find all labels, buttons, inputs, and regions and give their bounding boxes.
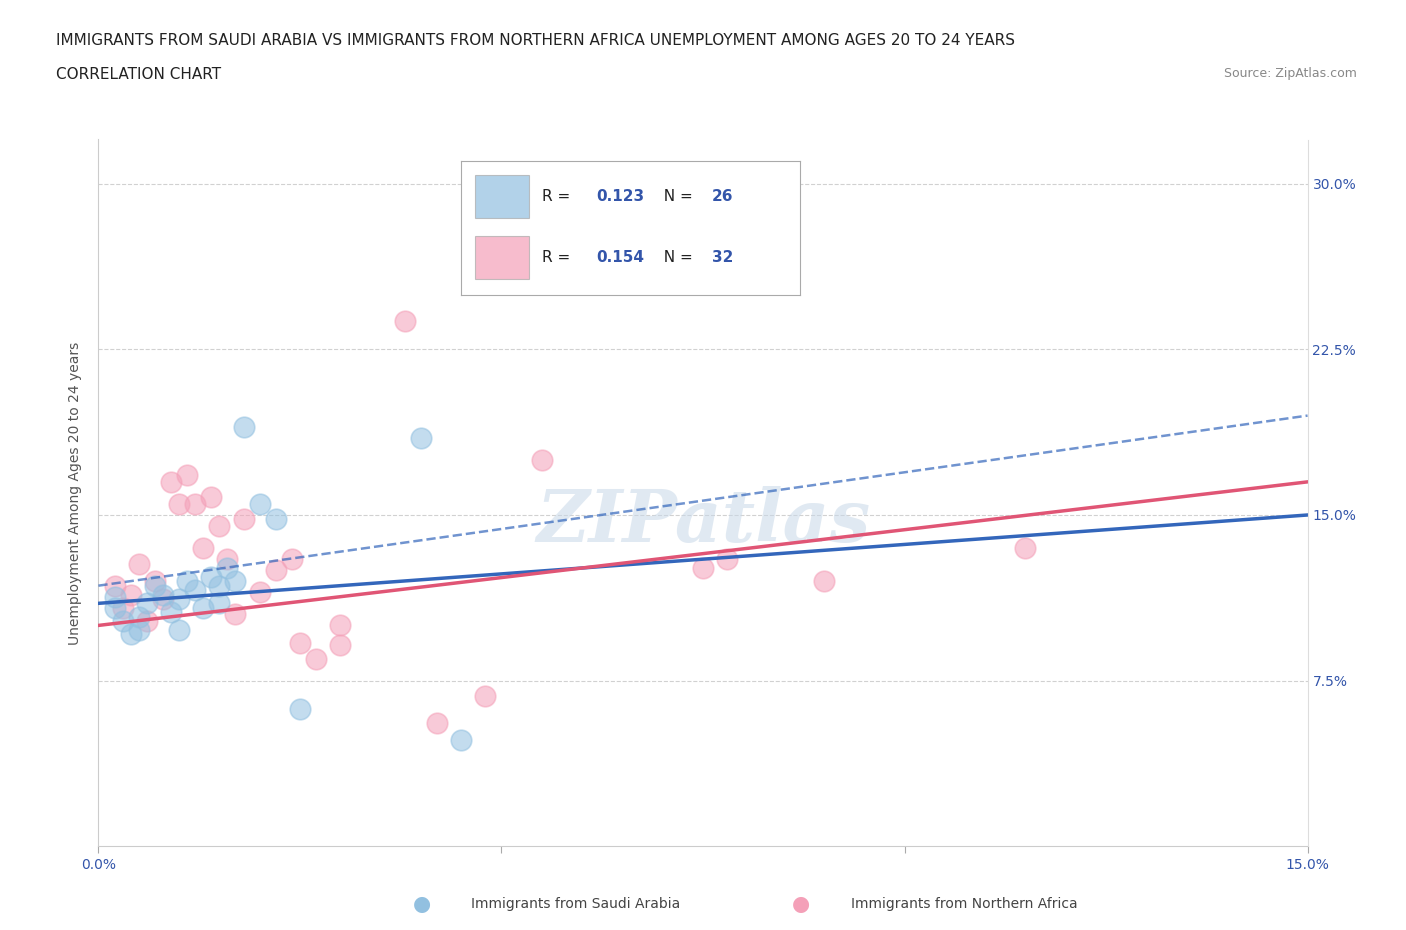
Point: [716, 551, 738, 566]
Point: [232, 512, 254, 527]
Point: [143, 574, 166, 589]
Point: [329, 638, 352, 653]
Text: CORRELATION CHART: CORRELATION CHART: [56, 67, 221, 82]
Point: [184, 582, 207, 598]
Point: [176, 574, 198, 589]
Point: [530, 452, 553, 467]
Point: [176, 468, 198, 483]
Point: [200, 490, 222, 505]
Point: [160, 474, 183, 489]
Point: [208, 578, 231, 593]
Point: [217, 551, 239, 566]
Point: [813, 574, 835, 589]
Point: [409, 431, 432, 445]
Point: [224, 574, 246, 589]
Point: [200, 569, 222, 584]
Point: [160, 604, 183, 619]
Point: [249, 497, 271, 512]
Point: [128, 556, 150, 571]
Point: [208, 596, 231, 611]
Point: [167, 497, 190, 512]
Point: [288, 702, 311, 717]
Point: [103, 601, 125, 616]
Point: [232, 419, 254, 434]
Point: [394, 313, 416, 328]
Point: [208, 519, 231, 534]
Point: [217, 561, 239, 576]
Point: [329, 618, 352, 633]
Point: [152, 587, 174, 602]
Point: [288, 636, 311, 651]
Point: [264, 563, 287, 578]
Point: [135, 614, 157, 629]
Point: [305, 651, 328, 666]
Point: [1014, 540, 1036, 555]
Point: [193, 601, 215, 616]
Point: [167, 622, 190, 637]
Point: [167, 591, 190, 606]
Point: [128, 622, 150, 637]
Text: Source: ZipAtlas.com: Source: ZipAtlas.com: [1223, 67, 1357, 80]
Point: [281, 551, 304, 566]
Point: [120, 627, 142, 642]
Text: ZIPatlas: ZIPatlas: [536, 485, 870, 557]
Point: [103, 590, 125, 604]
Point: [103, 578, 125, 593]
Point: [111, 614, 134, 629]
Point: [135, 596, 157, 611]
Y-axis label: Unemployment Among Ages 20 to 24 years: Unemployment Among Ages 20 to 24 years: [69, 341, 83, 644]
Point: [692, 561, 714, 576]
Point: [264, 512, 287, 527]
Point: [128, 609, 150, 624]
Point: [193, 540, 215, 555]
Point: [152, 591, 174, 606]
Point: [224, 607, 246, 622]
Text: Immigrants from Northern Africa: Immigrants from Northern Africa: [851, 897, 1077, 911]
Text: IMMIGRANTS FROM SAUDI ARABIA VS IMMIGRANTS FROM NORTHERN AFRICA UNEMPLOYMENT AMO: IMMIGRANTS FROM SAUDI ARABIA VS IMMIGRAN…: [56, 33, 1015, 47]
Point: [249, 585, 271, 600]
Point: [143, 578, 166, 593]
Text: ●: ●: [793, 894, 810, 914]
Point: [450, 733, 472, 748]
Text: Immigrants from Saudi Arabia: Immigrants from Saudi Arabia: [471, 897, 681, 911]
Point: [426, 715, 449, 730]
Text: ●: ●: [413, 894, 430, 914]
Point: [111, 601, 134, 616]
Point: [184, 497, 207, 512]
Point: [474, 688, 496, 704]
Point: [120, 587, 142, 602]
